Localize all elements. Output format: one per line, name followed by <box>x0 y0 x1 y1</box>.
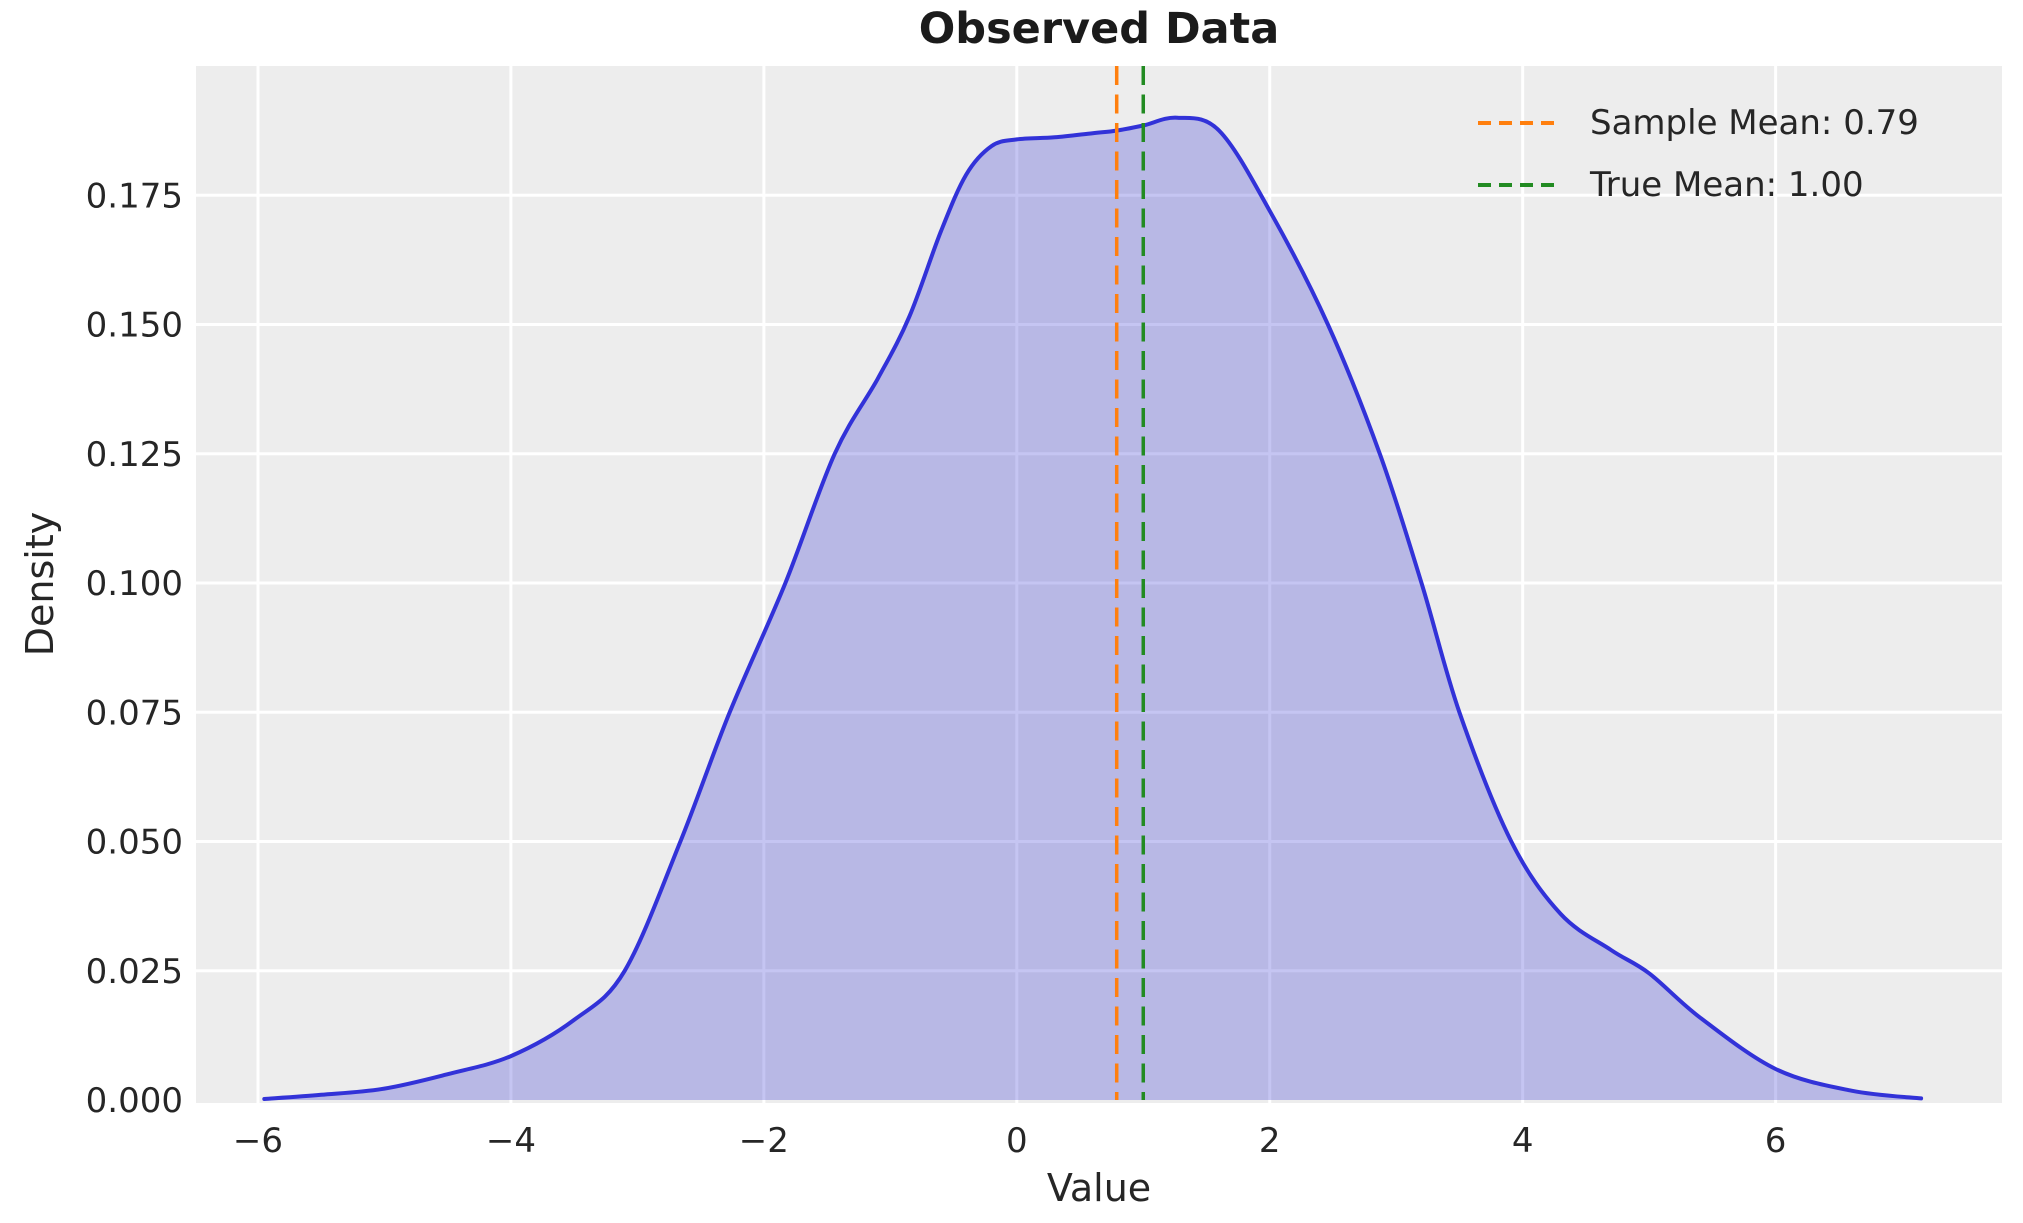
y-tick-label: 0.100 <box>86 564 183 604</box>
legend-label-sample-mean: Sample Mean: 0.79 <box>1590 103 1919 143</box>
x-tick-label: 0 <box>1006 1121 1028 1161</box>
x-tick-label: −6 <box>233 1121 283 1161</box>
x-axis-label: Value <box>1046 1166 1152 1210</box>
true-mean-dash-swatch <box>1478 183 1556 187</box>
y-axis-label: Density <box>18 511 62 657</box>
x-tick-label: 6 <box>1765 1121 1787 1161</box>
x-tick-label: 2 <box>1259 1121 1281 1161</box>
legend-item-sample-mean: Sample Mean: 0.79 <box>1478 92 1919 154</box>
y-tick-label: 0.075 <box>86 693 183 733</box>
sample-mean-dash-swatch <box>1478 121 1556 125</box>
y-tick-label: 0.025 <box>86 952 183 992</box>
x-tick-label: 4 <box>1512 1121 1534 1161</box>
y-tick-label: 0.000 <box>86 1081 183 1121</box>
y-tick-label: 0.050 <box>86 823 183 863</box>
x-tick-label: −4 <box>486 1121 536 1161</box>
y-tick-label: 0.175 <box>86 176 183 216</box>
y-tick-label: 0.125 <box>86 435 183 475</box>
chart-title: Observed Data <box>918 4 1280 54</box>
legend-item-true-mean: True Mean: 1.00 <box>1478 154 1919 216</box>
legend: Sample Mean: 0.79 True Mean: 1.00 <box>1478 92 1919 216</box>
x-tick-label: −2 <box>739 1121 789 1161</box>
kde-curve <box>262 115 1924 1101</box>
kde-area-fill <box>264 117 1922 1101</box>
y-tick-label: 0.150 <box>86 306 183 346</box>
legend-label-true-mean: True Mean: 1.00 <box>1590 165 1864 205</box>
